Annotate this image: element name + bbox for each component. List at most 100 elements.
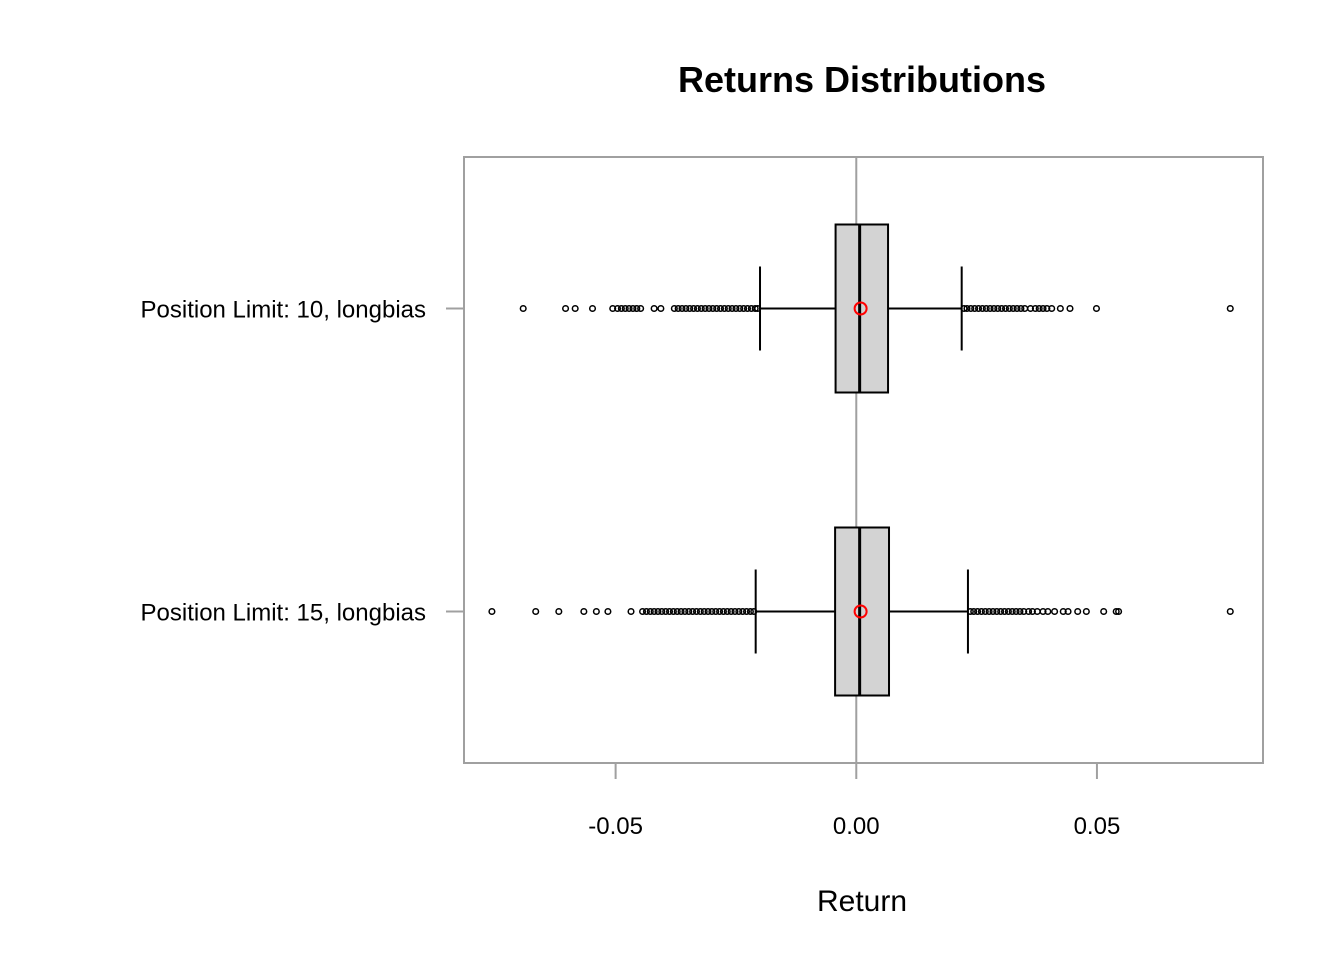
outlier-point bbox=[1066, 304, 1074, 313]
outlier-point bbox=[716, 607, 724, 616]
outlier-point bbox=[519, 304, 527, 313]
outlier-point bbox=[1001, 304, 1010, 313]
outlier-point bbox=[588, 304, 597, 313]
outlier-point bbox=[998, 304, 1006, 313]
outlier-point bbox=[713, 304, 721, 313]
outlier-point bbox=[736, 304, 744, 313]
outlier-point bbox=[1100, 607, 1108, 616]
outlier-point bbox=[670, 304, 678, 313]
outlier-point bbox=[697, 304, 705, 313]
outlier-point bbox=[1056, 304, 1064, 313]
outlier-point bbox=[609, 304, 617, 313]
outlier-point bbox=[724, 304, 732, 313]
outlier-point bbox=[963, 304, 971, 313]
outlier-point bbox=[739, 607, 747, 616]
outlier-point bbox=[974, 304, 983, 313]
outlier-point bbox=[731, 607, 739, 616]
outlier-point bbox=[754, 304, 762, 313]
outlier-point bbox=[1092, 304, 1101, 313]
category-label: Position Limit: 15, longbias bbox=[141, 600, 427, 627]
outlier-point bbox=[1025, 607, 1033, 616]
outlier-point bbox=[1013, 304, 1021, 313]
x-axis-label: Return bbox=[817, 885, 907, 918]
outlier-point bbox=[682, 304, 690, 313]
outlier-point bbox=[1016, 607, 1024, 616]
outlier-point bbox=[746, 607, 754, 616]
outlier-point bbox=[716, 304, 725, 313]
series-2 bbox=[488, 526, 1234, 697]
outlier-point bbox=[740, 304, 748, 313]
outlier-point bbox=[960, 304, 968, 313]
outlier-point bbox=[629, 304, 637, 313]
outlier-point bbox=[981, 607, 989, 616]
outlier-point bbox=[997, 607, 1005, 616]
outlier-point bbox=[639, 607, 647, 616]
iqr-box bbox=[834, 526, 891, 697]
outlier-point bbox=[642, 607, 650, 616]
outlier-point bbox=[720, 304, 728, 313]
outlier-point bbox=[989, 607, 997, 616]
outlier-point bbox=[1004, 607, 1012, 616]
outlier-point bbox=[732, 304, 740, 313]
outlier-point bbox=[677, 607, 685, 616]
outlier-point bbox=[686, 304, 694, 313]
outlier-point bbox=[967, 304, 975, 313]
outlier-point bbox=[646, 607, 654, 616]
outlier-point bbox=[592, 607, 600, 616]
outlier-point bbox=[627, 607, 635, 616]
outlier-point bbox=[1039, 304, 1047, 313]
outlier-point bbox=[701, 304, 709, 313]
outlier-point bbox=[723, 607, 731, 616]
outlier-point bbox=[1035, 304, 1043, 313]
series-1 bbox=[519, 223, 1234, 394]
outlier-point bbox=[974, 607, 982, 616]
outlier-point bbox=[1112, 607, 1120, 616]
outlier-point bbox=[693, 304, 701, 313]
outlier-point bbox=[1017, 304, 1025, 313]
outlier-point bbox=[665, 607, 674, 616]
outlier-point bbox=[1026, 304, 1035, 313]
outlier-point bbox=[750, 607, 758, 616]
outlier-point bbox=[982, 304, 990, 313]
outlier-point bbox=[993, 607, 1001, 616]
chart-title: Returns Distributions bbox=[678, 59, 1046, 100]
outlier-point bbox=[743, 304, 752, 313]
mean-marker bbox=[853, 604, 868, 619]
outlier-point bbox=[617, 304, 625, 313]
box-layer bbox=[488, 223, 1234, 697]
outlier-point bbox=[1020, 607, 1028, 616]
outlier-point bbox=[728, 304, 736, 313]
outlier-point bbox=[669, 607, 677, 616]
x-tick-label: -0.05 bbox=[588, 813, 643, 840]
outlier-point bbox=[562, 304, 570, 313]
outlier-point bbox=[705, 304, 713, 313]
outlier-point bbox=[704, 607, 712, 616]
outlier-point bbox=[621, 304, 629, 313]
outlier-point bbox=[1064, 607, 1072, 616]
x-tick-label: 0.00 bbox=[833, 813, 880, 840]
outlier-point bbox=[727, 607, 735, 616]
outlier-point bbox=[1012, 607, 1020, 616]
outlier-point bbox=[685, 607, 693, 616]
outlier-point bbox=[1039, 607, 1047, 616]
outlier-point bbox=[751, 304, 759, 313]
outlier-point bbox=[709, 304, 717, 313]
outlier-point bbox=[712, 607, 720, 616]
outlier-point bbox=[662, 607, 670, 616]
outlier-point bbox=[708, 607, 716, 616]
outlier-point bbox=[700, 607, 708, 616]
outlier-point bbox=[692, 607, 701, 616]
x-tick-label: 0.05 bbox=[1074, 813, 1121, 840]
outlier-point bbox=[650, 607, 658, 616]
outlier-point bbox=[1226, 304, 1234, 313]
category-axis: Position Limit: 10, longbias Position Lim… bbox=[141, 297, 464, 627]
outlier-point bbox=[555, 607, 563, 616]
x-axis: -0.05 0.00 0.05 bbox=[588, 763, 1120, 840]
iqr-box bbox=[834, 223, 890, 394]
outlier-point bbox=[1031, 304, 1039, 313]
outlier-point bbox=[971, 304, 979, 313]
outlier-point bbox=[650, 304, 658, 313]
outlier-point bbox=[580, 607, 588, 616]
outlier-point bbox=[571, 304, 579, 313]
